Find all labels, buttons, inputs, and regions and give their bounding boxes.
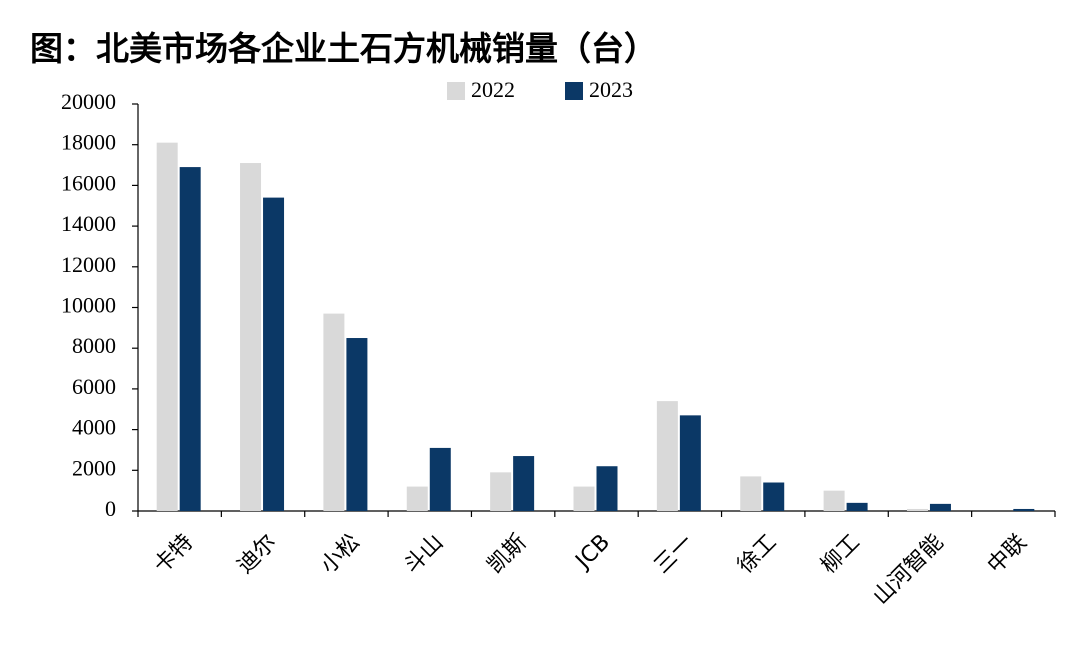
x-tick-label: 三一 xyxy=(650,530,699,579)
bar xyxy=(346,338,368,511)
y-tick-label: 10000 xyxy=(61,293,116,318)
x-tick-label: 柳工 xyxy=(816,530,865,579)
bar xyxy=(763,482,785,511)
legend-label: 2023 xyxy=(589,77,633,102)
bar xyxy=(573,486,595,511)
x-tick-label: JCB xyxy=(570,530,615,575)
bar xyxy=(490,472,512,511)
y-tick-label: 8000 xyxy=(72,333,116,358)
y-tick-label: 12000 xyxy=(61,252,116,277)
bar xyxy=(656,401,678,511)
y-tick-label: 0 xyxy=(105,496,116,521)
bar xyxy=(179,167,201,511)
y-tick-label: 4000 xyxy=(72,415,116,440)
bar xyxy=(740,476,762,511)
x-tick-label: 徐工 xyxy=(733,530,782,579)
chart-title: 图：北美市场各企业土石方机械销量（台） xyxy=(30,29,657,68)
x-tick-label: 卡特 xyxy=(149,530,198,579)
y-tick-label: 2000 xyxy=(72,455,116,480)
y-tick-label: 14000 xyxy=(61,211,116,236)
bar xyxy=(906,508,928,511)
bar xyxy=(240,163,262,511)
bar xyxy=(513,456,535,511)
bar xyxy=(323,313,345,511)
x-tick-label: 中联 xyxy=(983,530,1032,579)
bar xyxy=(263,197,285,512)
x-tick-label: 斗山 xyxy=(399,530,448,579)
y-tick-label: 18000 xyxy=(61,130,116,155)
bar xyxy=(846,502,868,511)
x-tick-label: 小松 xyxy=(316,530,365,579)
y-tick-label: 16000 xyxy=(61,170,116,195)
bar xyxy=(596,466,618,511)
bar xyxy=(406,486,428,511)
legend-swatch xyxy=(565,82,583,100)
x-tick-label: 山河智能 xyxy=(869,530,949,610)
x-tick-label: 迪尔 xyxy=(233,530,282,579)
y-tick-label: 6000 xyxy=(72,374,116,399)
x-tick-label: 凯斯 xyxy=(483,530,532,579)
bar xyxy=(679,415,701,511)
bar xyxy=(429,447,451,511)
legend-label: 2022 xyxy=(471,77,515,102)
y-tick-label: 20000 xyxy=(61,89,116,114)
legend-swatch xyxy=(447,82,465,100)
bar xyxy=(1013,508,1035,511)
bar xyxy=(823,490,845,511)
bar xyxy=(929,503,951,511)
bar xyxy=(156,142,178,512)
